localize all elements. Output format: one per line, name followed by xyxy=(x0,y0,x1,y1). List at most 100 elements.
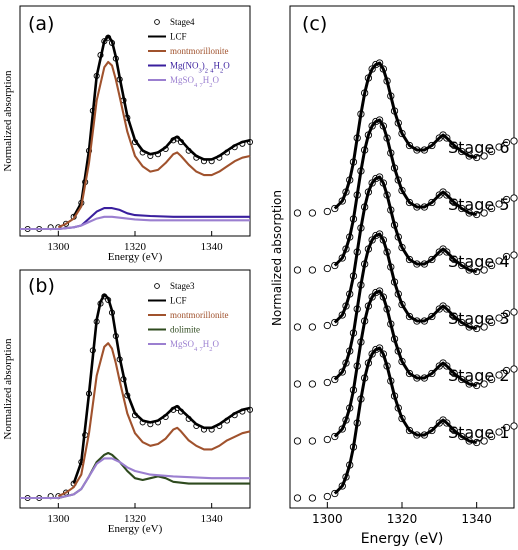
panel-a-series-mgso4-7h2o xyxy=(20,215,250,231)
panel-c-series-stage-4-point xyxy=(308,323,317,331)
panel-b-series-stage3-legend-marker xyxy=(154,283,160,289)
panel-a-series-stage4-point xyxy=(62,220,70,227)
panel-a-xtick-label: 1300 xyxy=(47,241,70,253)
panel-c-series-stage-4-point xyxy=(510,251,518,259)
panel-c-series-stage-1-point xyxy=(308,494,317,502)
panel-c-xtick-label: 1300 xyxy=(312,512,343,526)
panel-c-series-stage-6-point xyxy=(480,152,488,160)
panel-c-series-stage-3-label: Stage 3 xyxy=(448,309,510,328)
panel-c-series-stage-5-point xyxy=(502,195,511,204)
panel-c-series-stage-4-point xyxy=(480,266,488,274)
panel-c-series-stage-5-fit-line xyxy=(333,118,477,267)
panel-c-series-stage-3-point xyxy=(495,314,503,322)
panel-c-series-stage-2-point xyxy=(502,366,511,375)
panel-c-series-stage-6-point xyxy=(293,209,302,217)
panel-c-label: (c) xyxy=(302,13,327,35)
panel-c-series-stage-2-point xyxy=(495,371,503,379)
panel-c-series-stage-6-fit-line xyxy=(333,61,477,210)
panel-a-series-lcf-legend-label: LCF xyxy=(170,32,187,42)
panel-b-series-mgso4-7h2o-legend-label: MgSO4 7H2O xyxy=(170,339,220,353)
panel-c-series-stage-5-point xyxy=(487,204,496,213)
panel-c-series-stage-2-label: Stage 2 xyxy=(448,366,510,385)
panel-a-series-stage4-legend-label: Stage4 xyxy=(170,17,195,27)
panel-c-series-stage-4-point xyxy=(487,261,496,270)
panel-b-label: (b) xyxy=(28,275,55,297)
panel-c-series-stage-1-label: Stage 1 xyxy=(448,423,510,442)
panel-c-series-stage-1-point xyxy=(480,437,488,445)
panel-c-series-stage-3-point xyxy=(487,318,496,327)
panel-a-label: (a) xyxy=(28,13,54,35)
panel-c-xtick-label: 1340 xyxy=(461,512,492,526)
panel-b-xtick-label: 1300 xyxy=(47,513,70,525)
panel-a-series-stage4-legend-marker xyxy=(154,19,160,25)
panel-c-series-stage-6-label: Stage 6 xyxy=(448,138,510,157)
panel-a-plot: 1300 1320 1340 xyxy=(20,34,254,253)
panel-b-legend: Stage3 LCF montmorillonite dolimite MgSO4 7H… xyxy=(148,281,229,353)
panel-c-series-stage-4-label: Stage 4 xyxy=(448,252,510,271)
panel-a-ylabel: Normalized absorption xyxy=(2,70,14,172)
panel-c-series-stage-2-point xyxy=(293,437,302,445)
panel-c-series-stage-4-point xyxy=(293,323,302,331)
panel-c-series-stage-4-point xyxy=(495,257,503,265)
panel-a-xtick-label: 1320 xyxy=(124,241,147,253)
panel-a-legend: Stage4 LCF montmorillonite Mg(NO3)2 4H2OMgS… xyxy=(148,17,230,89)
panel-c-series-stage-5-point xyxy=(308,266,317,274)
panel-c-series-stage-6-point xyxy=(308,209,317,217)
panel-c-series-stage-5-point xyxy=(480,209,488,217)
panel-c-series-stage-4-point xyxy=(502,252,511,261)
panel-c-series-stage-1-point xyxy=(487,432,496,441)
panel-c-series-stage-6-point xyxy=(487,147,496,156)
panel-a-series-mgso4-7h2o-legend-label: MgSO4 7H2O xyxy=(170,75,220,89)
panel-c-series-stage-4-point xyxy=(323,321,331,330)
panel-c-series-stage-5-point xyxy=(323,264,331,273)
panel-c-series-stage-3-point xyxy=(293,380,302,388)
panel-c-series-stage-5: Stage 5 xyxy=(293,116,518,274)
panel-b-series-montmorillonite-legend-label: montmorillonite xyxy=(170,310,229,320)
panel-b-series-lcf-legend-label: LCF xyxy=(170,296,187,306)
panel-c-series-stage-1: Stage 1 xyxy=(293,344,518,502)
panel-b-xtick-label: 1340 xyxy=(201,513,224,525)
panel-b-series-dolimite-line xyxy=(20,451,250,500)
panel-c-ylabel: Normalized absorption xyxy=(270,190,284,326)
panel-a-frame xyxy=(19,5,251,237)
panel-c-series-stage-2-point xyxy=(487,375,496,384)
panel-c-series-stage-6-point xyxy=(502,138,511,147)
panel-c-series-stage-1-point xyxy=(495,428,503,436)
panel-c-series-stage-3-fit-line xyxy=(333,232,477,381)
panel-c-series-stage-2-point xyxy=(480,380,488,388)
panel-c-series-stage-3-point xyxy=(502,309,511,318)
panel-c-series-stage-1-fit-line xyxy=(333,346,477,495)
panel-c-series-stage-6: Stage 6 xyxy=(293,59,518,217)
panel-c-plot: 1300 1320 1340 Stage 6 Stage 5 Stage 4 Stage 3… xyxy=(293,59,518,526)
panel-c-series-stage-5-label: Stage 5 xyxy=(448,195,510,214)
panel-b-ylabel: Normalized absorption xyxy=(2,338,14,440)
panel-c-xlabel: Energy (eV) xyxy=(361,531,444,547)
panel-c-series-stage-2: Stage 2 xyxy=(293,287,518,445)
panel-a-series-lcf-line xyxy=(72,34,251,218)
panel-c-series-stage-5-point xyxy=(293,266,302,274)
panel-b-series-dolimite-legend-label: dolimite xyxy=(170,325,200,335)
panel-b-xtick-label: 1320 xyxy=(124,513,147,525)
panel-c-series-stage-3-point xyxy=(308,380,317,388)
panel-c-series-stage-3: Stage 3 xyxy=(293,230,518,388)
panel-b: 1300 1320 1340 (b) Energy (eV) Normalized … xyxy=(2,269,254,535)
panel-c-series-stage-5-point xyxy=(495,200,503,208)
panel-a-xtick-label: 1340 xyxy=(201,241,224,253)
panel-a-xlabel: Energy (eV) xyxy=(108,251,163,263)
panel-a: 1300 1320 1340 (a) Energy (eV) Normalized … xyxy=(2,5,254,263)
panel-b-series-mgso4-7h2o-line xyxy=(20,457,250,500)
panel-c-series-stage-3-point xyxy=(480,323,488,331)
panel-c-series-stage-5-point xyxy=(510,194,518,202)
panel-a-series-mg-no3-2-4h2o-legend-label: Mg(NO3)2 4H2O xyxy=(170,61,230,75)
panel-c-series-stage-6-point xyxy=(495,143,503,151)
panel-a-series-lcf xyxy=(72,34,251,218)
panel-a-series-montmorillonite-legend-label: montmorillonite xyxy=(170,46,229,56)
panel-c-series-stage-3-point xyxy=(323,378,331,387)
panel-b-series-stage3 xyxy=(24,293,254,502)
panel-b-series-montmorillonite-line xyxy=(57,342,251,498)
panel-b-series-montmorillonite xyxy=(57,342,251,498)
panel-c-series-stage-6-point xyxy=(323,207,331,216)
panel-a-series-montmorillonite xyxy=(57,60,251,229)
panel-c-series-stage-1-point xyxy=(293,494,302,502)
